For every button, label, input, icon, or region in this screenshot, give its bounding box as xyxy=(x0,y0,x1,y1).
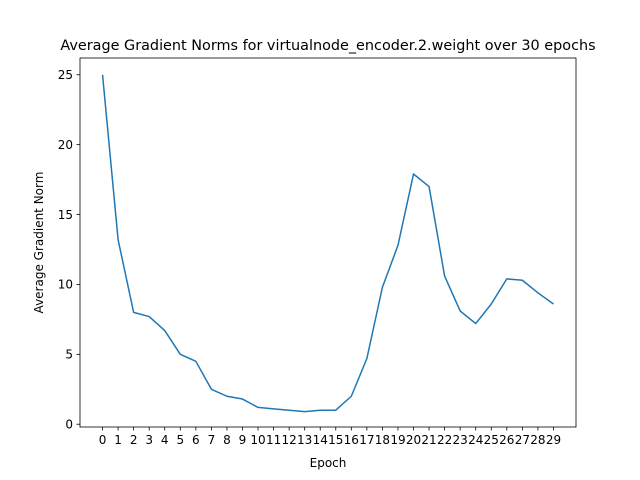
x-tick-label: 20 xyxy=(406,433,421,447)
y-tick-label: 25 xyxy=(58,68,73,82)
x-tick-label: 29 xyxy=(546,433,561,447)
x-tick-label: 24 xyxy=(468,433,483,447)
x-tick-label: 19 xyxy=(390,433,405,447)
x-tick-label: 14 xyxy=(313,433,328,447)
y-axis-label: Average Gradient Norm xyxy=(32,172,46,314)
y-tick-label: 10 xyxy=(58,278,73,292)
y-tick-label: 0 xyxy=(65,418,73,432)
y-axis: 0 5 10 15 20 25 xyxy=(58,68,80,432)
y-tick-label: 20 xyxy=(58,138,73,152)
x-tick-label: 23 xyxy=(453,433,468,447)
x-tick-label: 7 xyxy=(208,433,216,447)
x-tick-label: 15 xyxy=(328,433,343,447)
y-tick-label: 5 xyxy=(65,348,73,362)
x-tick-label: 25 xyxy=(484,433,499,447)
y-tick-label: 15 xyxy=(58,208,73,222)
x-tick-label: 27 xyxy=(515,433,530,447)
x-tick-label: 0 xyxy=(99,433,107,447)
x-tick-label: 26 xyxy=(499,433,514,447)
x-tick-label: 21 xyxy=(421,433,436,447)
x-axis-label: Epoch xyxy=(310,456,347,470)
chart-title: Average Gradient Norms for virtualnode_e… xyxy=(60,38,595,54)
x-tick-label: 22 xyxy=(437,433,452,447)
x-tick-label: 2 xyxy=(130,433,138,447)
x-tick-label: 16 xyxy=(344,433,359,447)
x-tick-label: 1 xyxy=(114,433,122,447)
x-tick-label: 12 xyxy=(281,433,296,447)
x-tick-label: 18 xyxy=(375,433,390,447)
plot-area xyxy=(101,74,554,413)
x-tick-label: 4 xyxy=(161,433,169,447)
x-tick-label: 10 xyxy=(250,433,265,447)
x-tick-label: 11 xyxy=(266,433,281,447)
x-tick-label: 3 xyxy=(145,433,153,447)
axes-frame xyxy=(79,57,577,428)
x-tick-label: 5 xyxy=(176,433,184,447)
x-tick-label: 13 xyxy=(297,433,312,447)
x-tick-label: 17 xyxy=(359,433,374,447)
x-axis: 0 1 2 3 4 5 6 7 8 9 10 11 12 13 14 15 16 17 18 19 20 21 22 23 24… xyxy=(99,427,561,447)
x-tick-label: 9 xyxy=(239,433,247,447)
x-tick-label: 6 xyxy=(192,433,200,447)
x-tick-label: 8 xyxy=(223,433,231,447)
series-line-0 xyxy=(101,74,554,413)
x-tick-label: 28 xyxy=(530,433,545,447)
